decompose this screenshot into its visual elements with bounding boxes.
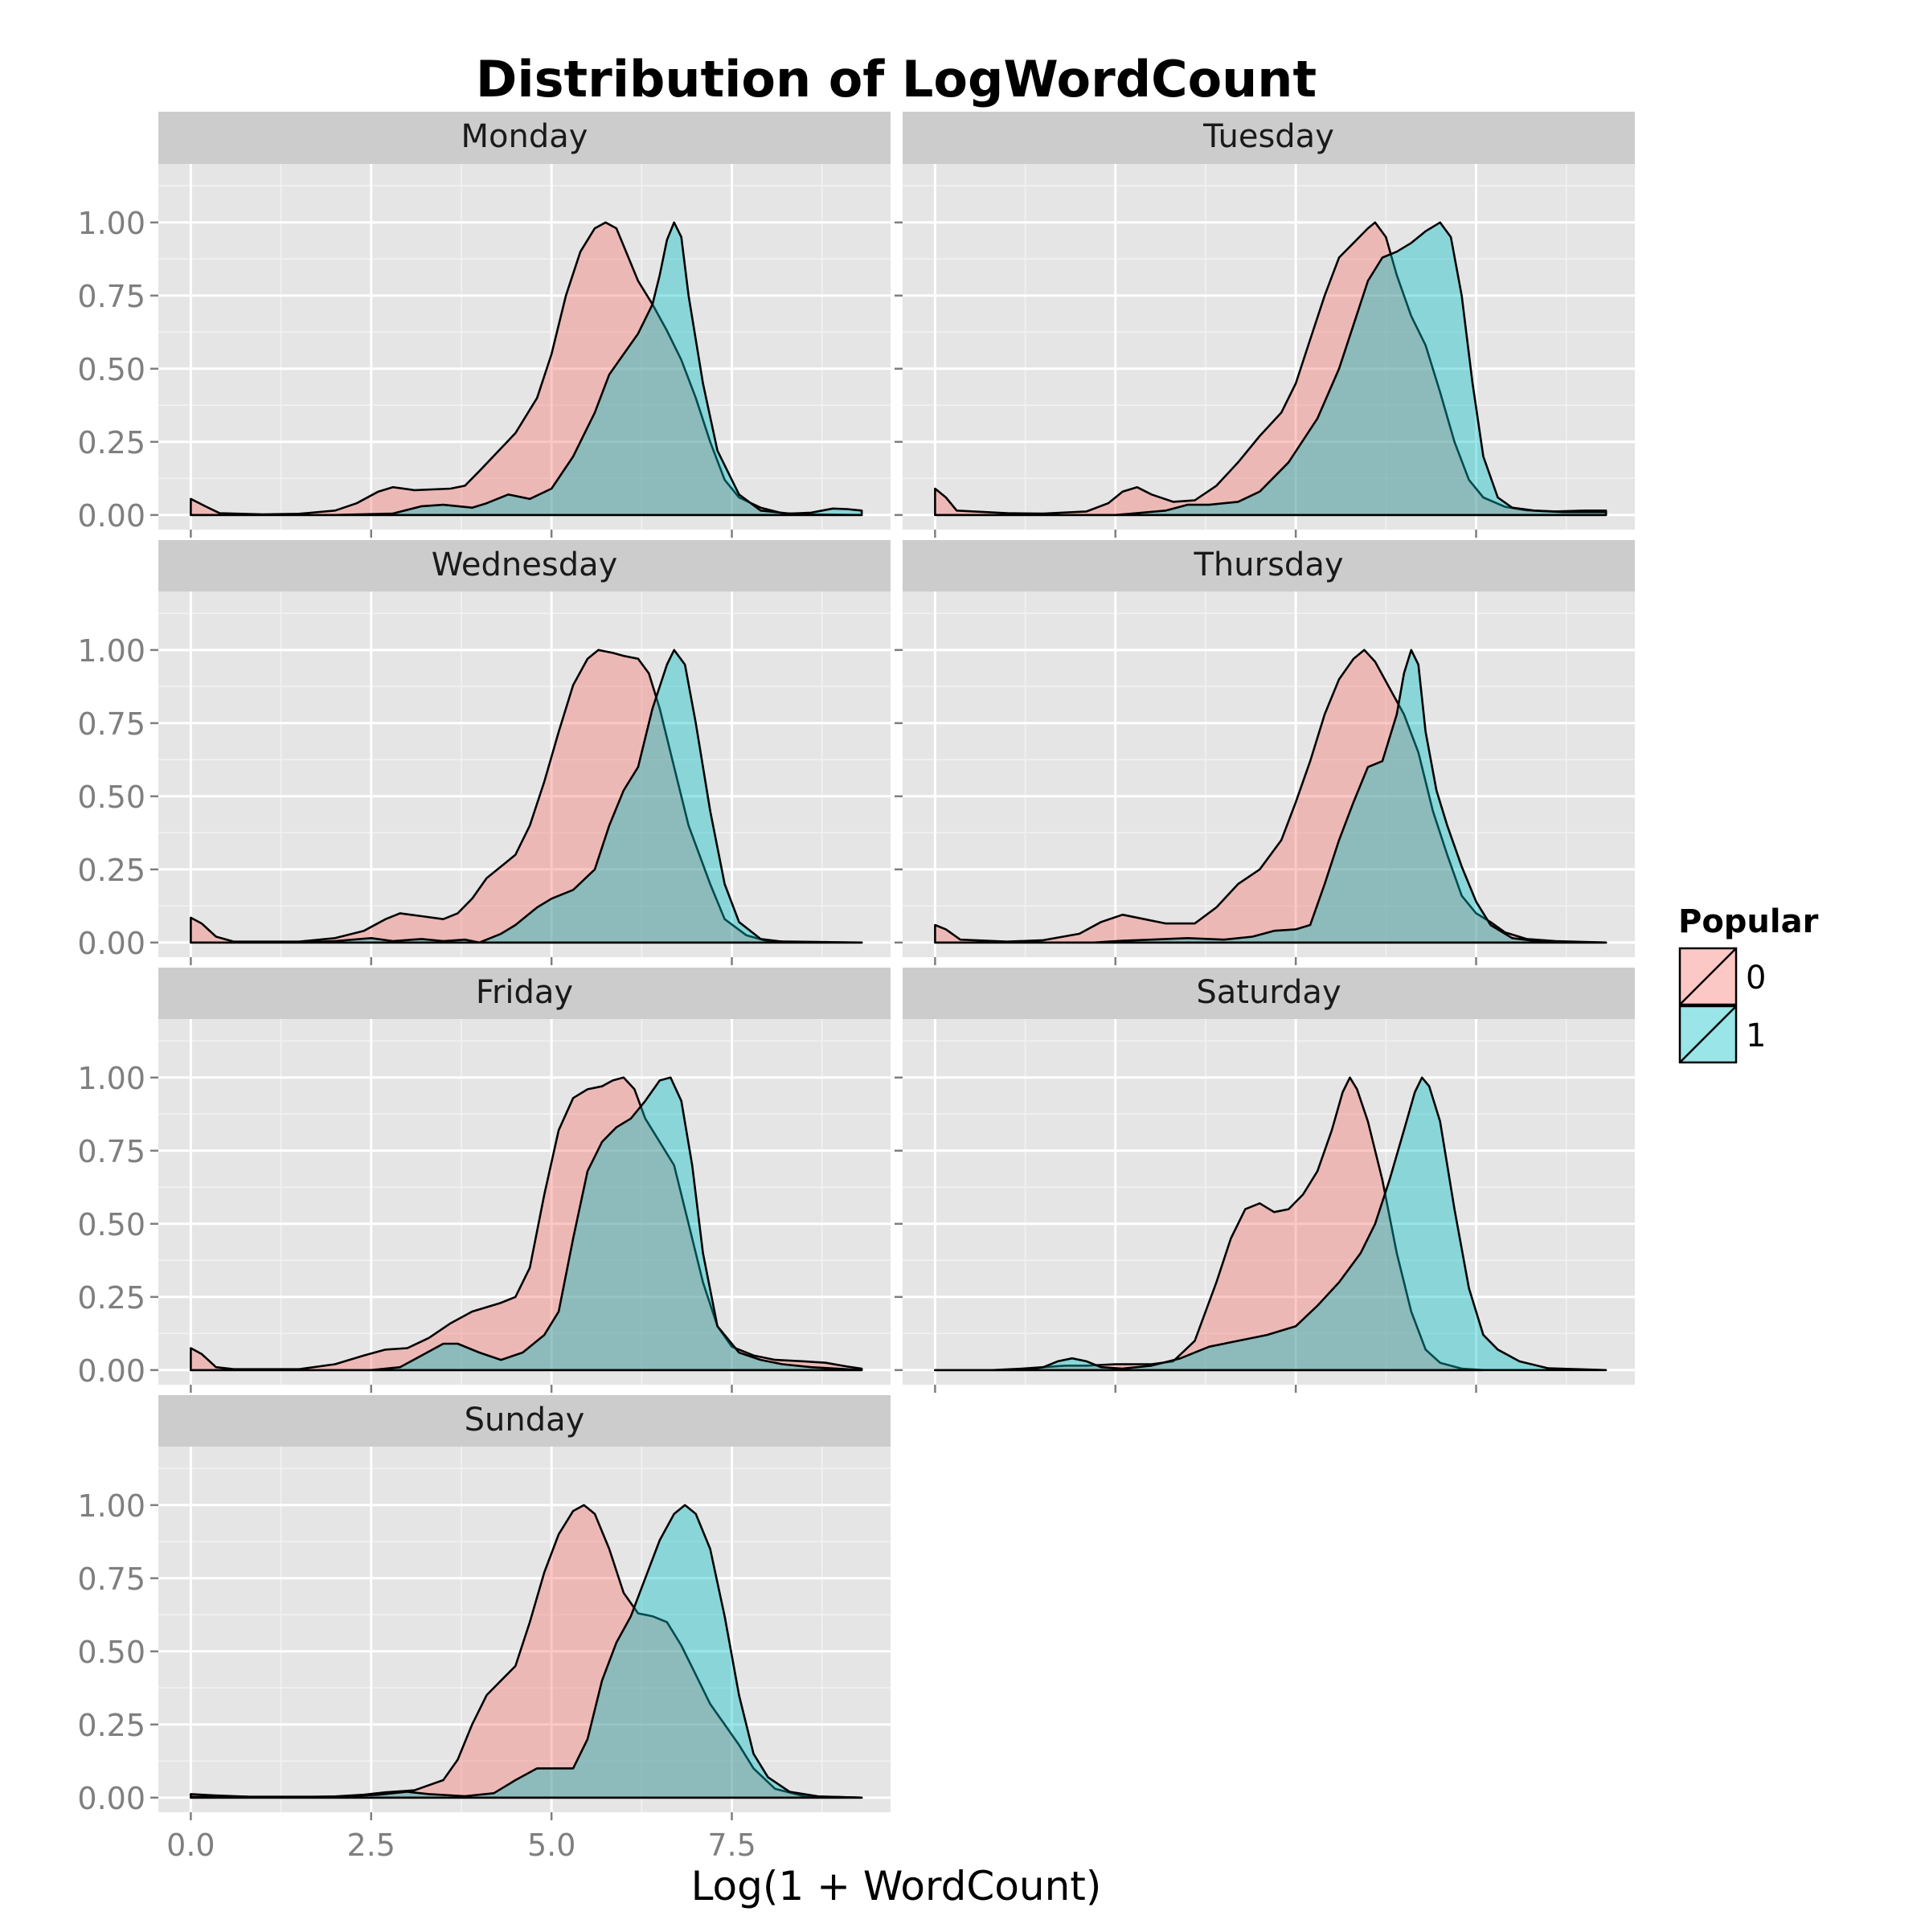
x-axis-title: Log(1 + WordCount) [691,1863,1102,1909]
y-tick-label: 0.00 [77,926,145,961]
panel-monday: Monday 0.00 0.25 0.50 0.75 1.00 [77,112,891,538]
y-tick-label: 0.75 [77,706,145,742]
density-area-popular-1 [190,1076,863,1372]
legend-title: Popular [1678,903,1819,940]
strip-label: Thursday [1194,546,1344,583]
y-tick-label: 0.75 [77,1134,145,1169]
panel-sunday: Sunday 0.00 0.25 0.50 0.75 1.00 0.0 2.5 5.0 7.5 [77,1395,891,1863]
density-area-popular-1 [190,649,863,944]
y-tick-label: 1.00 [77,1061,145,1096]
strip-tuesday [903,112,1635,164]
y-tick-label: 1.00 [77,633,145,669]
panel-wednesday: Wednesday 0.00 0.25 0.50 0.75 1.00 [77,540,891,965]
legend-swatch-slash [1679,1005,1737,1063]
y-tick-label: 0.50 [77,1635,145,1670]
chart-title: Distribution of LogWordCount [476,50,1317,108]
y-tick-label: 0.75 [77,279,145,314]
strip-label: Monday [461,118,588,155]
strip-monday [158,112,891,164]
density-area-popular-1 [190,1504,863,1799]
panel-saturday: Saturday [895,968,1635,1393]
density-area-popular-0 [934,1076,1485,1372]
density-area-popular-0 [190,1076,863,1372]
panel-thursday: Thursday [895,540,1635,965]
y-tick-label: 1.00 [77,206,145,241]
density-area-popular-1 [934,221,1608,517]
y-tick-label: 0.75 [77,1562,145,1597]
density-area-popular-0 [934,649,1608,944]
y-tick-label: 1.00 [77,1488,145,1524]
strip-label: Sunday [465,1402,585,1439]
strip-label: Wednesday [432,546,618,583]
x-tick-label: 0.0 [166,1828,215,1863]
y-tick-label: 0.00 [77,498,145,534]
y-tick-label: 0.00 [77,1781,145,1816]
legend-key-1: 1 [1678,1005,1766,1064]
x-tick-label: 2.5 [347,1828,395,1863]
panel-tuesday: Tuesday [895,112,1635,538]
density-area-popular-1 [934,649,1608,944]
strip-friday [158,968,891,1020]
y-tick-label: 0.25 [77,853,145,888]
x-tick-label: 5.0 [527,1828,575,1863]
density-area-popular-0 [190,221,863,517]
strip-thursday [903,540,1635,592]
y-tick-label: 0.50 [77,352,145,387]
strip-sunday [158,1395,891,1447]
legend: Popular 0 1 [1678,903,1819,1064]
y-tick-label: 0.50 [77,780,145,815]
legend-label: 1 [1746,1017,1766,1054]
density-area-popular-0 [190,649,863,944]
strip-wednesday [158,540,891,592]
y-tick-label: 0.25 [77,1708,145,1743]
strip-saturday [903,968,1635,1020]
y-tick-label: 0.25 [77,425,145,460]
y-tick-label: 0.25 [77,1280,145,1316]
legend-label: 0 [1746,960,1766,997]
density-area-popular-0 [934,221,1608,517]
y-tick-label: 0.00 [77,1353,145,1389]
panel-friday: Friday 0.00 0.25 0.50 0.75 1.00 [77,968,891,1393]
legend-key-0: 0 [1678,947,1766,1006]
strip-label: Friday [476,974,573,1011]
density-area-popular-1 [190,221,863,517]
density-area-popular-1 [934,1076,1608,1372]
x-tick-label: 7.5 [707,1828,756,1863]
strip-label: Saturday [1196,974,1341,1011]
legend-swatch-slash [1679,948,1737,1005]
strip-label: Tuesday [1202,118,1334,155]
y-tick-label: 0.50 [77,1207,145,1242]
